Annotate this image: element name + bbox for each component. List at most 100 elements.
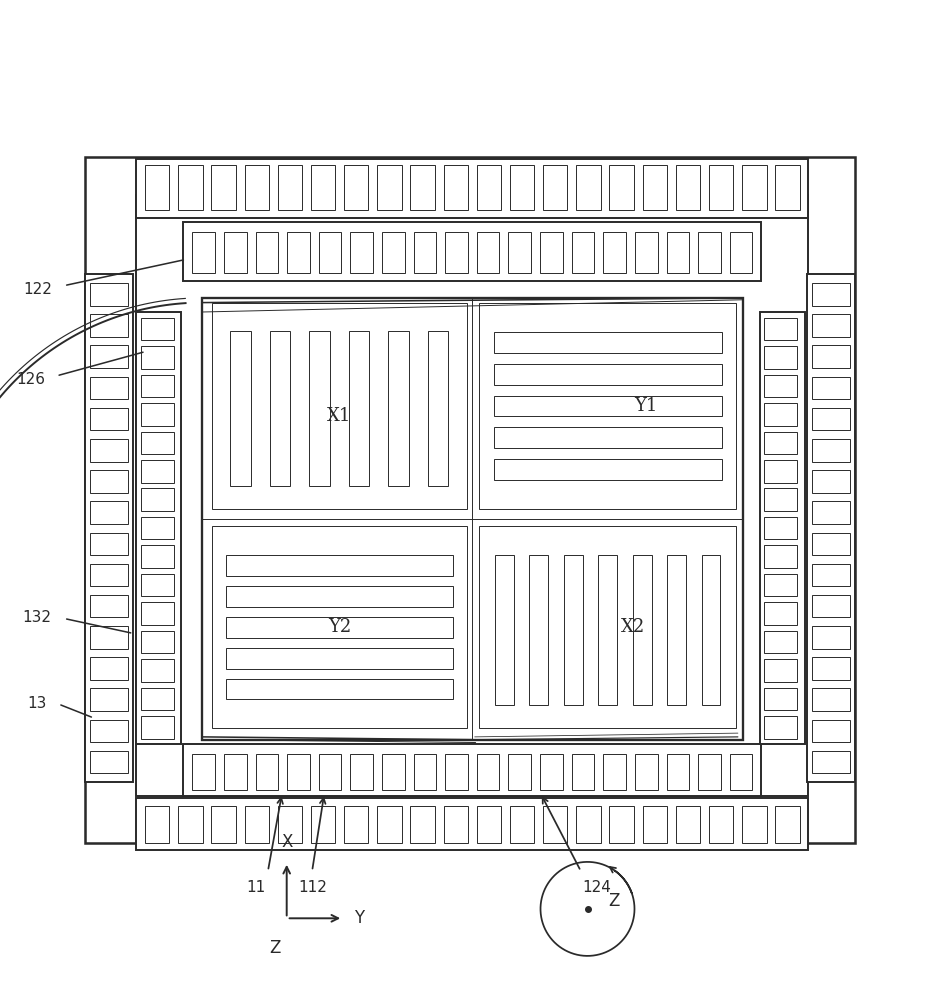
Bar [812,345,850,368]
Bar [179,165,203,210]
Bar [776,165,800,210]
Bar [224,232,246,273]
Bar [244,165,269,210]
Bar [309,331,330,486]
Bar [344,806,368,843]
Text: 112: 112 [299,880,327,895]
Bar [764,403,797,426]
Bar [494,332,722,353]
Bar [764,545,797,568]
Bar [764,716,797,739]
Text: 126: 126 [16,372,45,387]
Bar [479,303,736,509]
Bar [141,716,174,739]
Bar [226,555,453,576]
Bar [812,688,850,711]
Bar [764,375,797,397]
Bar [676,165,700,210]
Bar [388,331,409,486]
Bar [764,432,797,454]
Bar [90,720,128,742]
Bar [812,470,850,493]
Bar [136,195,808,796]
Bar [226,617,453,638]
Bar [540,754,563,790]
Text: 124: 124 [583,880,611,895]
Bar [90,345,128,368]
Bar [136,798,808,850]
Bar [764,488,797,511]
Bar [633,555,651,705]
Bar [576,165,601,210]
Bar [141,460,174,483]
Bar [288,232,310,273]
Bar [494,427,722,448]
Bar [141,659,174,682]
Text: Y1: Y1 [634,397,658,415]
Bar [760,312,805,744]
Text: 132: 132 [23,610,52,625]
Bar [319,754,341,790]
Bar [193,754,215,790]
Bar [477,754,499,790]
Bar [141,346,174,369]
Bar [676,806,700,843]
Text: Z: Z [608,892,619,910]
Bar [729,232,752,273]
Bar [742,165,766,210]
Bar [812,408,850,430]
Bar [603,754,626,790]
Bar [141,631,174,653]
Bar [812,626,850,649]
Bar [226,648,453,669]
Bar [812,501,850,524]
Bar [572,754,594,790]
Bar [643,806,667,843]
Bar [812,595,850,617]
Bar [764,659,797,682]
Bar [351,754,373,790]
Bar [698,232,721,273]
Bar [764,688,797,710]
Bar [270,331,290,486]
Text: Y: Y [354,909,365,927]
Text: X: X [281,833,292,851]
Bar [812,377,850,399]
Bar [288,754,310,790]
Bar [183,222,761,281]
Bar [193,232,215,273]
Text: 122: 122 [23,282,52,297]
Bar [212,165,236,210]
Bar [812,314,850,337]
Bar [812,283,850,306]
Bar [509,165,534,210]
Bar [141,574,174,596]
Bar [634,754,657,790]
Bar [90,688,128,711]
Bar [224,754,246,790]
Bar [212,806,236,843]
Bar [764,517,797,539]
Bar [764,574,797,596]
Bar [479,526,736,728]
Bar [136,312,181,744]
Bar [145,806,169,843]
Bar [709,806,733,843]
Bar [90,439,128,462]
Bar [411,806,435,843]
Bar [90,408,128,430]
Bar [85,274,133,782]
Bar [90,314,128,337]
Text: Y2: Y2 [328,618,351,636]
Bar [141,488,174,511]
Bar [90,377,128,399]
Bar [179,806,203,843]
Bar [344,165,368,210]
Bar [812,439,850,462]
Bar [244,806,269,843]
Bar [90,283,128,306]
Bar [666,754,689,790]
Bar [729,754,752,790]
Bar [603,232,626,273]
Bar [812,564,850,586]
